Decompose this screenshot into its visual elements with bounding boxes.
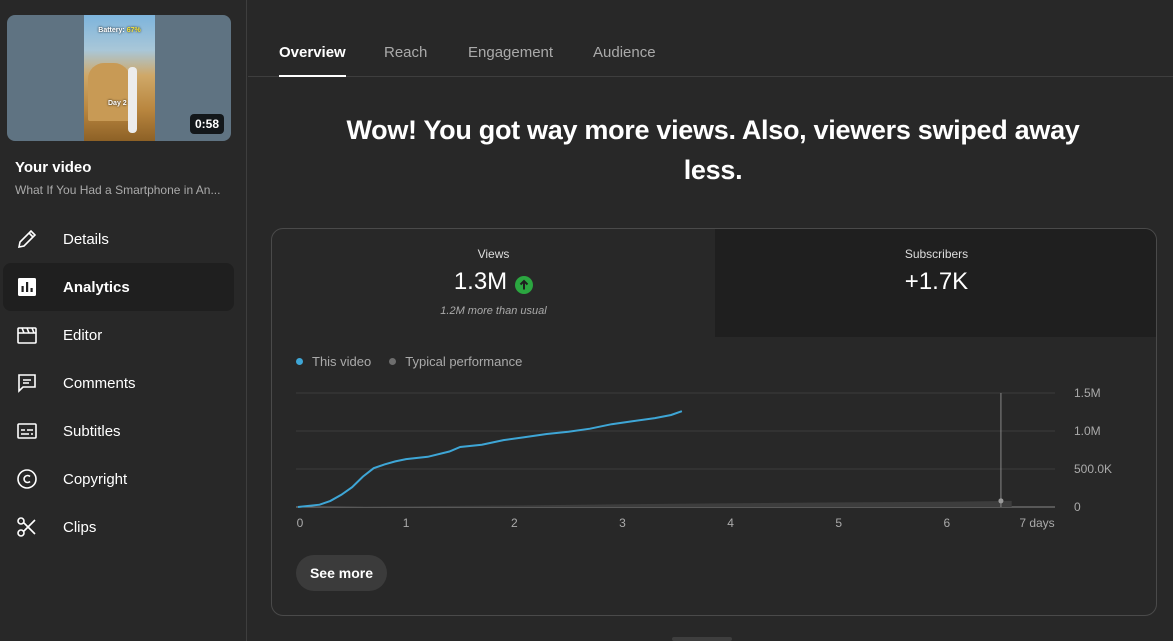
y-tick-label: 1.5M: [1074, 386, 1101, 400]
arrow-up-icon: [515, 273, 534, 294]
tab-audience[interactable]: Audience: [593, 44, 656, 61]
sidebar-item-label: Comments: [63, 374, 136, 392]
legend-label: This video: [312, 354, 372, 369]
sidebar-item-label: Subtitles: [63, 422, 121, 440]
sidebar-item-copyright[interactable]: Copyright: [3, 455, 234, 503]
duration-badge: 0:58: [189, 114, 224, 134]
sidebar-item-subtitles[interactable]: Subtitles: [3, 407, 234, 455]
x-tick-label: 6: [944, 516, 951, 530]
this-video-line: [297, 410, 683, 508]
thumbnail-battery-text: Battery: 67%: [98, 27, 141, 34]
views-value: 1.3M: [453, 268, 508, 295]
clapperboard-icon: [15, 323, 39, 347]
views-value-row: 1.3M: [272, 268, 715, 296]
legend-dot-icon: [296, 358, 303, 365]
y-tick-label: 1.0M: [1074, 424, 1101, 438]
legend-this-video: This video: [296, 354, 371, 369]
sidebar-item-label: Copyright: [63, 470, 128, 488]
skeleton-shape: [128, 67, 137, 133]
legend-typical: Typical performance: [389, 354, 522, 369]
analytics-icon: [15, 275, 39, 299]
sidebar-item-label: Details: [63, 230, 109, 248]
x-tick-label: 5: [835, 516, 842, 530]
y-tick-label: 500.0K: [1074, 462, 1112, 476]
sidebar-item-label: Editor: [63, 326, 103, 344]
video-title[interactable]: What If You Had a Smartphone in An...: [15, 183, 221, 197]
sidebar-item-label: Clips: [63, 518, 97, 536]
views-metric[interactable]: Views 1.3M 1.2M more than usual: [272, 229, 715, 337]
comment-icon: [15, 371, 39, 395]
sidebar-item-label: Analytics: [63, 278, 130, 296]
thumbnail-image: Battery: 67% Day 2: [84, 15, 155, 141]
hover-marker-dot: [998, 498, 1004, 504]
headline: Wow! You got way more views. Also, viewe…: [346, 115, 1080, 185]
x-tick-label: 7 days: [1019, 516, 1054, 530]
x-tick-label: 3: [619, 516, 626, 530]
sidebar-item-details[interactable]: Details: [3, 215, 234, 263]
scroll-indicator: [672, 637, 732, 641]
subscribers-value: +1.7K: [904, 268, 969, 295]
thumbnail-day-text: Day 2: [108, 100, 127, 107]
legend-label: Typical performance: [405, 354, 523, 369]
subtitles-icon: [15, 419, 39, 443]
main-content: Overview Reach Engagement Audience Wow! …: [248, 0, 1173, 641]
views-subtext: 1.2M more than usual: [440, 305, 547, 317]
sidebar-item-comments[interactable]: Comments: [3, 359, 234, 407]
y-tick-label: 0: [1074, 500, 1081, 514]
sidebar: Battery: 67% Day 2 0:58 Your video What …: [0, 0, 247, 641]
pencil-icon: [15, 227, 39, 251]
subscribers-metric[interactable]: Subscribers +1.7K: [715, 229, 1156, 337]
video-thumbnail[interactable]: Battery: 67% Day 2 0:58: [7, 15, 231, 141]
x-tick-label: 1: [403, 516, 410, 530]
copyright-icon: [15, 467, 39, 491]
subscribers-label: Subscribers: [904, 247, 969, 261]
sidebar-item-clips[interactable]: Clips: [3, 503, 234, 551]
tab-engagement[interactable]: Engagement: [468, 44, 554, 61]
tab-reach[interactable]: Reach: [384, 44, 428, 61]
sidebar-item-analytics[interactable]: Analytics: [3, 263, 234, 311]
typical-performance-band: [298, 500, 1012, 507]
chart-legend: This video Typical performance: [296, 354, 540, 369]
tab-overview[interactable]: Overview: [279, 44, 346, 77]
views-chart[interactable]: 0 500.0K 1.0M 1.5M 0 1 2 3 4 5 6 7 days: [272, 379, 1157, 539]
x-tick-label: 4: [727, 516, 734, 530]
your-video-label: Your video: [15, 159, 92, 176]
sidebar-nav: Details Analytics Editor Comments Subtit…: [3, 215, 234, 551]
views-label: Views: [477, 247, 510, 261]
legend-dot-icon: [389, 358, 397, 365]
sphinx-shape: [88, 63, 130, 121]
sidebar-item-editor[interactable]: Editor: [3, 311, 234, 359]
scissors-icon: [15, 515, 39, 539]
see-more-button[interactable]: See more: [296, 555, 387, 591]
tab-bar: Overview Reach Engagement Audience: [248, 28, 1173, 77]
x-tick-label: 0: [297, 516, 304, 530]
x-tick-label: 2: [511, 516, 518, 530]
metrics-card: Views 1.3M 1.2M more than usual Subscrib…: [271, 228, 1157, 616]
